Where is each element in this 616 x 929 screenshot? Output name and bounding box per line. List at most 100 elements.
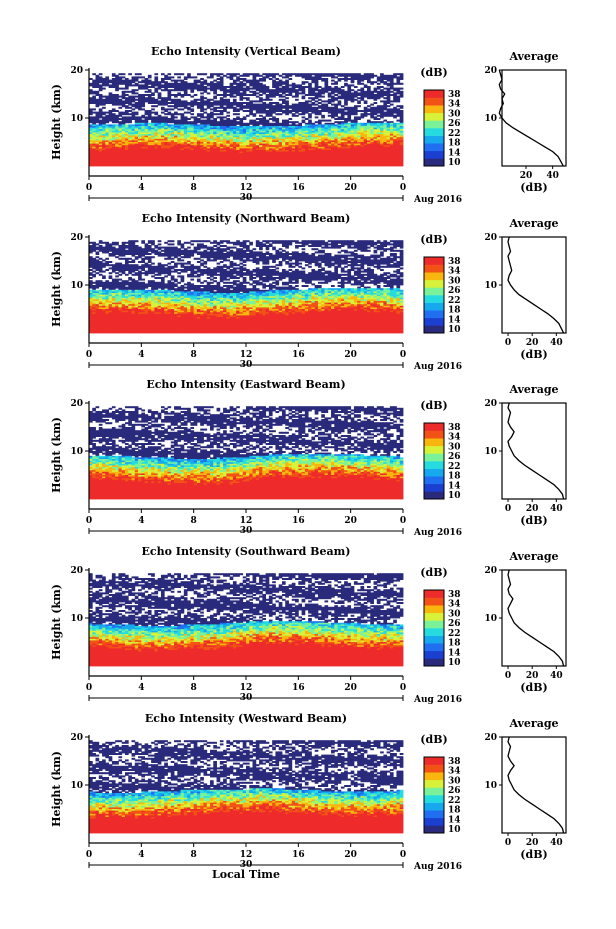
heatmap-cell — [174, 164, 178, 166]
heatmap-cell — [177, 164, 181, 166]
heatmap-cell — [279, 75, 283, 77]
heatmap-cell — [154, 73, 158, 75]
heatmap-cell — [200, 92, 204, 94]
heatmap-cell — [118, 258, 122, 260]
heatmap-cell — [246, 75, 250, 77]
heatmap-cell — [400, 83, 404, 85]
heatmap-cell — [99, 285, 103, 287]
heatmap-cell — [118, 271, 122, 273]
heatmap-cell — [357, 97, 361, 99]
heatmap-cell — [210, 76, 214, 78]
heatmap-cell — [387, 164, 391, 166]
heatmap-cell — [92, 102, 96, 104]
heatmap-cell — [96, 256, 100, 258]
heatmap-cell — [338, 97, 342, 99]
heatmap-cell — [289, 75, 293, 77]
heatmap-cell — [246, 110, 250, 112]
heatmap-cell — [236, 80, 240, 82]
heatmap-cell — [315, 121, 319, 123]
heatmap-cell — [154, 113, 158, 115]
heatmap-cell — [197, 89, 201, 91]
heatmap-cell — [96, 253, 100, 255]
heatmap-cell — [239, 99, 243, 101]
heatmap-cell — [249, 91, 253, 93]
heatmap-cell — [334, 91, 338, 93]
heatmap-cell — [226, 94, 230, 96]
heatmap-cell — [141, 88, 145, 90]
heatmap-cell — [115, 269, 119, 271]
heatmap-cell — [308, 100, 312, 102]
heatmap-cell — [295, 112, 299, 114]
heatmap-cell — [236, 94, 240, 96]
heatmap-cell — [275, 113, 279, 115]
heatmap-cell — [135, 96, 139, 98]
heatmap-cell — [256, 89, 260, 91]
heatmap-cell — [112, 271, 116, 273]
heatmap-cell — [168, 164, 172, 166]
heatmap-cell — [187, 76, 191, 78]
heatmap-cell — [115, 275, 119, 277]
heatmap-cell — [135, 89, 139, 91]
heatmap-cell — [338, 92, 342, 94]
heatmap-cell — [334, 121, 338, 123]
heatmap-cell — [197, 99, 201, 101]
heatmap-cell — [334, 118, 338, 120]
heatmap-cell — [138, 164, 142, 166]
heatmap-cell — [275, 110, 279, 112]
heatmap-cell — [364, 78, 368, 80]
heatmap-cell — [305, 164, 309, 166]
heatmap-cell — [132, 105, 136, 107]
heatmap-cell — [102, 88, 106, 90]
heatmap-cell — [194, 76, 198, 78]
heatmap-cell — [168, 108, 172, 110]
heatmap-cell — [338, 75, 342, 77]
heatmap-cell — [141, 108, 145, 110]
heatmap-cell — [377, 115, 381, 117]
heatmap-cell — [148, 118, 152, 120]
heatmap-cell — [171, 94, 175, 96]
heatmap-cell — [328, 102, 332, 104]
heatmap-cell — [374, 164, 378, 166]
heatmap-cell — [158, 97, 162, 99]
heatmap-cell — [226, 107, 230, 109]
heatmap-cell — [360, 164, 364, 166]
heatmap-cell — [122, 258, 126, 260]
heatmap-cell — [282, 92, 286, 94]
heatmap-cell — [338, 118, 342, 120]
heatmap-cell — [118, 279, 122, 281]
heatmap-cell — [135, 164, 139, 166]
heatmap-cell — [279, 110, 283, 112]
heatmap-cell — [203, 108, 207, 110]
heatmap-cell — [272, 76, 276, 78]
heatmap-cell — [105, 269, 109, 271]
heatmap-cell — [236, 73, 240, 75]
heatmap-cell — [233, 75, 237, 77]
x-tick-label: 0 — [86, 183, 92, 193]
heatmap-cell — [374, 99, 378, 101]
heatmap-cell — [213, 80, 217, 82]
heatmap-cell — [128, 91, 132, 93]
heatmap-cell — [164, 110, 168, 112]
heatmap-cell — [99, 242, 103, 244]
heatmap-cell — [115, 110, 119, 112]
heatmap-cell — [390, 164, 394, 166]
heatmap-cell — [334, 76, 338, 78]
heatmap-cell — [367, 97, 371, 99]
heatmap-cell — [177, 76, 181, 78]
heatmap-cell — [243, 94, 247, 96]
heatmap-cell — [115, 253, 119, 255]
heatmap-cell — [370, 116, 374, 118]
heatmap-cell — [200, 116, 204, 118]
heatmap-cell — [233, 96, 237, 98]
heatmap-cell — [325, 100, 329, 102]
heatmap-cell — [380, 81, 384, 83]
heatmap-cell — [321, 120, 325, 122]
heatmap-cell — [249, 113, 253, 115]
heatmap-cell — [311, 112, 315, 114]
heatmap-cell — [187, 118, 191, 120]
heatmap-cell — [230, 96, 234, 98]
heatmap-cell — [360, 80, 364, 82]
heatmap-cell — [295, 75, 299, 77]
heatmap-cell — [325, 164, 329, 166]
